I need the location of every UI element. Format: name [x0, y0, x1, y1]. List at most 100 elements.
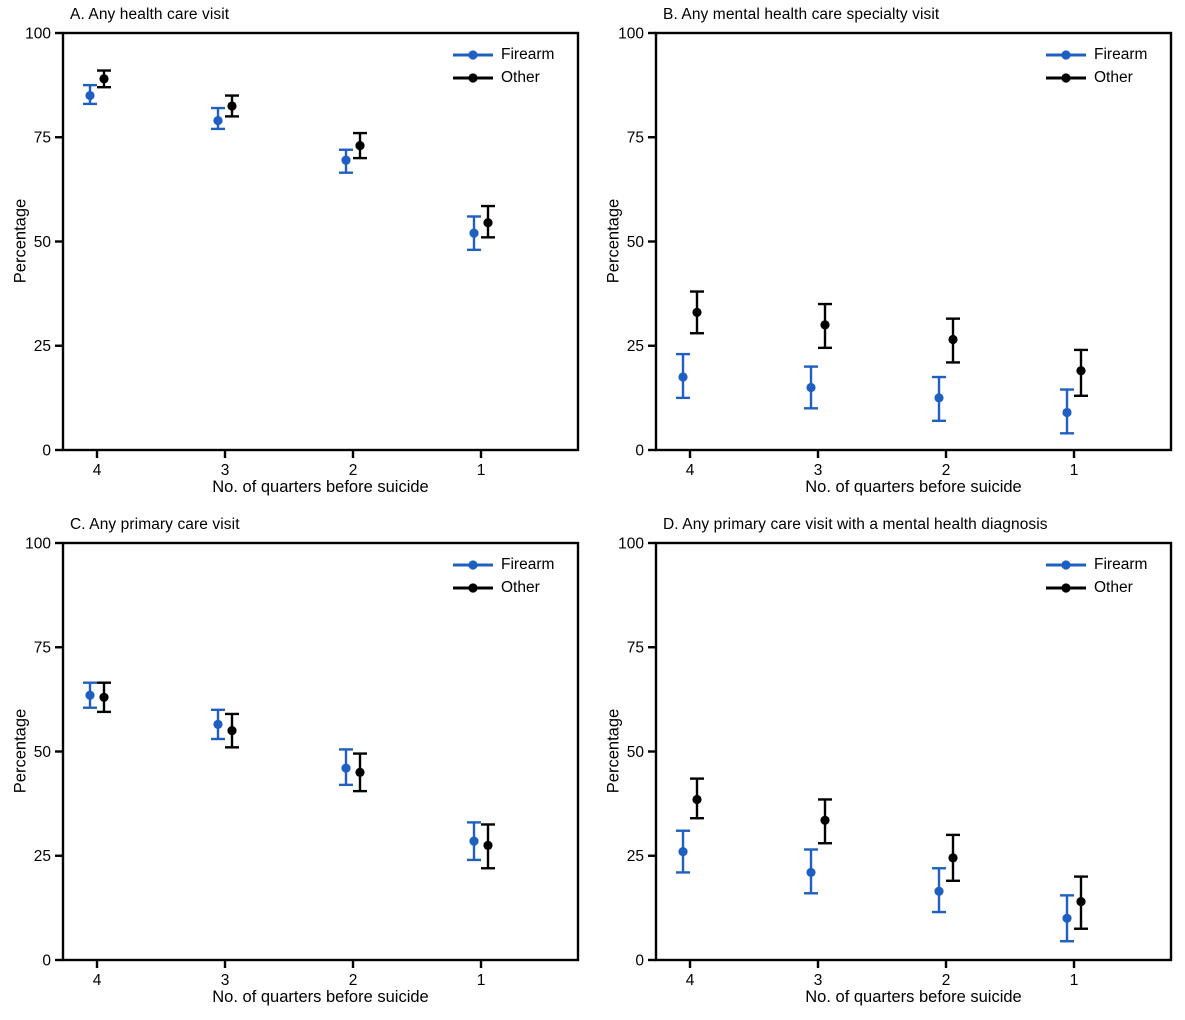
data-point — [678, 846, 688, 857]
legend-item-other: Other — [1045, 577, 1147, 598]
legend-item-firearm: Firearm — [1045, 44, 1147, 65]
data-point — [692, 794, 702, 805]
other-line-marker-icon — [453, 582, 493, 593]
y-tick-label: 75 — [34, 640, 51, 657]
x-tick-label: 3 — [221, 972, 230, 989]
data-point — [948, 334, 958, 345]
panel-c-y-axis-label: Percentage — [11, 708, 30, 794]
data-point — [1076, 897, 1086, 907]
x-tick-label: 1 — [1070, 972, 1079, 989]
panel-d-plot-area: 0 25 50 75 100 4 3 2 1 — [618, 535, 1173, 989]
other-line-marker-icon — [1046, 582, 1086, 593]
panel-b-x-axis-label: No. of quarters before suicide — [805, 478, 1022, 496]
y-tick-label: 100 — [25, 25, 51, 42]
firearm-line-marker-icon — [453, 559, 493, 570]
y-tick-label: 100 — [618, 25, 644, 42]
y-tick-label: 50 — [34, 744, 52, 761]
data-point — [213, 115, 223, 126]
data-point — [85, 90, 95, 101]
panel-c-any-primary-care-visit: 0 25 50 75 100 4 3 2 1 C. Any primary care visit… — [0, 510, 592, 1020]
y-tick-label: 75 — [627, 640, 644, 657]
legend-item-other: Other — [452, 67, 554, 88]
data-point — [227, 101, 237, 111]
plot-frame — [61, 31, 580, 452]
y-tick-label: 25 — [34, 338, 51, 355]
x-tick-label: 2 — [349, 972, 358, 989]
y-tick-label: 100 — [25, 535, 51, 552]
panel-d-y-axis-label: Percentage — [604, 708, 623, 794]
legend-item-firearm: Firearm — [452, 554, 554, 575]
y-tick-label: 0 — [635, 442, 644, 459]
y-tick-label: 0 — [42, 442, 51, 459]
data-point — [806, 382, 816, 393]
data-point — [355, 767, 365, 777]
data-point — [483, 218, 493, 228]
x-tick-label: 1 — [1070, 462, 1079, 479]
other-line-marker-icon — [453, 72, 493, 83]
legend-label-firearm: Firearm — [501, 45, 555, 63]
x-tick-label: 4 — [93, 462, 102, 479]
legend-label-other: Other — [501, 578, 540, 596]
legend-label-other: Other — [1094, 578, 1133, 596]
data-point — [948, 853, 958, 863]
panel-d-title: D. Any primary care visit with a mental … — [663, 516, 1048, 533]
firearm-line-marker-icon — [1046, 559, 1086, 570]
data-point — [1062, 913, 1072, 923]
x-tick-label: 1 — [477, 972, 486, 989]
panel-d-x-axis-label: No. of quarters before suicide — [805, 988, 1022, 1006]
panel-b-plot-area: 0 25 50 75 100 4 3 2 1 — [618, 25, 1173, 479]
x-tick-label: 3 — [814, 462, 823, 479]
y-tick-label: 25 — [627, 848, 644, 865]
x-tick-label: 1 — [477, 462, 486, 479]
data-point — [934, 886, 944, 896]
panel-b-any-mental-health-specialty-visit: 0 25 50 75 100 4 3 2 1 B. Any mental health care… — [593, 0, 1185, 510]
data-point — [692, 307, 702, 317]
y-tick-label: 0 — [635, 952, 644, 969]
legend-label-firearm: Firearm — [1094, 45, 1148, 63]
legend-item-other: Other — [452, 577, 554, 598]
data-point — [820, 320, 830, 330]
panel-c-title: C. Any primary care visit — [70, 516, 240, 533]
x-tick-label: 2 — [942, 462, 951, 479]
panel-d-primary-care-visit-mental-health-diagnosis: 0 25 50 75 100 4 3 2 1 D. Any primary care visit… — [593, 510, 1185, 1020]
y-tick-label: 75 — [627, 130, 644, 147]
panel-a-legend: Firearm Other — [452, 44, 554, 88]
x-tick-label: 3 — [221, 462, 230, 479]
legend-item-firearm: Firearm — [1045, 554, 1147, 575]
x-tick-label: 3 — [814, 972, 823, 989]
data-point — [355, 140, 365, 151]
panel-a-y-axis-label: Percentage — [11, 198, 30, 284]
y-tick-label: 25 — [627, 338, 644, 355]
data-point — [85, 690, 95, 700]
panel-b-title: B. Any mental health care specialty visi… — [663, 6, 940, 23]
y-tick-label: 50 — [34, 234, 52, 251]
x-tick-label: 4 — [686, 972, 695, 989]
other-line-marker-icon — [1046, 72, 1086, 83]
plot-frame — [654, 31, 1173, 452]
x-tick-label: 2 — [349, 462, 358, 479]
panel-b-legend: Firearm Other — [1045, 44, 1147, 88]
data-point — [678, 372, 688, 382]
legend-label-firearm: Firearm — [1094, 555, 1148, 573]
data-point — [806, 867, 816, 878]
data-point — [1076, 366, 1086, 376]
data-point — [99, 74, 109, 84]
plot-frame — [61, 541, 580, 962]
panel-a-title: A. Any health care visit — [70, 6, 230, 23]
plot-frame — [654, 541, 1173, 962]
panel-d-legend: Firearm Other — [1045, 554, 1147, 598]
firearm-line-marker-icon — [453, 49, 493, 60]
legend-label-other: Other — [501, 68, 540, 86]
data-point — [934, 393, 944, 403]
y-tick-label: 100 — [618, 535, 644, 552]
x-tick-label: 4 — [686, 462, 695, 479]
y-tick-label: 75 — [34, 130, 51, 147]
data-point — [341, 763, 351, 773]
x-tick-label: 4 — [93, 972, 102, 989]
panel-c-plot-area: 0 25 50 75 100 4 3 2 1 — [25, 535, 580, 989]
data-point — [99, 692, 109, 702]
legend-item-firearm: Firearm — [452, 44, 554, 65]
panel-a-any-health-care-visit: 0 25 50 75 100 4 3 2 1 A. Any health care visit … — [0, 0, 592, 510]
legend-label-firearm: Firearm — [501, 555, 555, 573]
panel-c-x-axis-label: No. of quarters before suicide — [212, 988, 429, 1006]
